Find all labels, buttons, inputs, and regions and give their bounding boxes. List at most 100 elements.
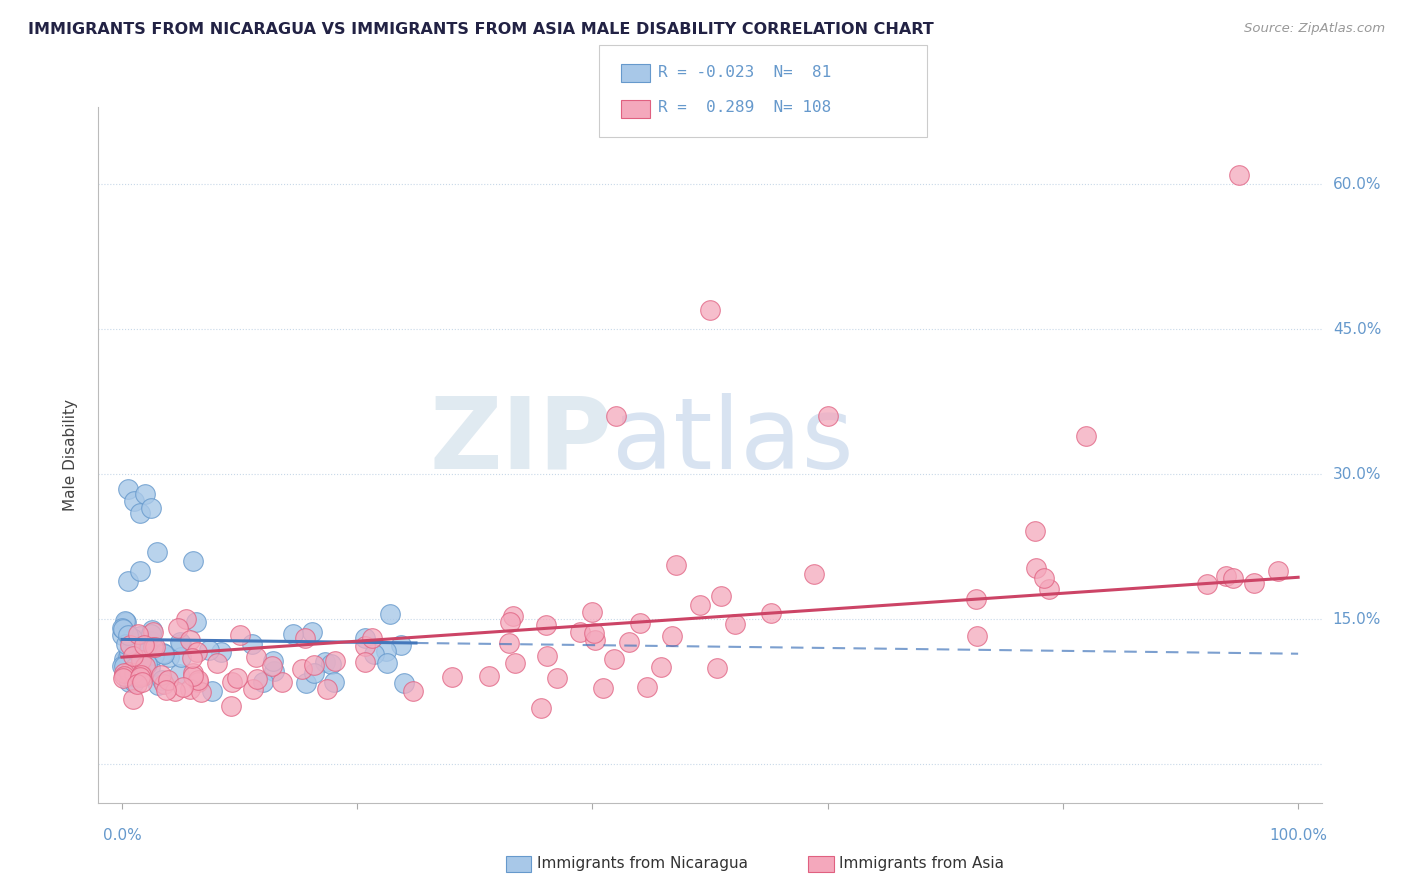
Point bbox=[186, 615, 208, 630]
Point bbox=[172, 680, 194, 694]
Point bbox=[150, 673, 173, 687]
Point bbox=[1222, 571, 1244, 585]
Point bbox=[1215, 569, 1237, 583]
Point bbox=[129, 629, 152, 643]
Point bbox=[360, 631, 382, 645]
Point bbox=[392, 676, 415, 690]
Point bbox=[114, 614, 136, 628]
Point bbox=[290, 662, 312, 676]
Point bbox=[129, 632, 152, 647]
Point bbox=[127, 627, 149, 641]
Point bbox=[262, 654, 284, 668]
Point bbox=[665, 558, 688, 572]
Point bbox=[141, 623, 163, 637]
Point bbox=[148, 677, 170, 691]
Point bbox=[129, 657, 152, 671]
Text: Immigrants from Asia: Immigrants from Asia bbox=[839, 856, 1004, 871]
Point bbox=[141, 640, 163, 654]
Text: Source: ZipAtlas.com: Source: ZipAtlas.com bbox=[1244, 22, 1385, 36]
Point bbox=[617, 635, 640, 649]
Text: Immigrants from Nicaragua: Immigrants from Nicaragua bbox=[537, 856, 748, 871]
Text: R =  0.289  N= 108: R = 0.289 N= 108 bbox=[658, 101, 831, 115]
Text: 60.0%: 60.0% bbox=[1333, 177, 1381, 192]
Point bbox=[661, 629, 683, 643]
Point bbox=[1227, 168, 1250, 182]
Point bbox=[115, 637, 138, 651]
Point bbox=[129, 670, 152, 684]
Point bbox=[375, 657, 398, 671]
Point bbox=[112, 659, 135, 673]
Point bbox=[689, 599, 711, 613]
Point bbox=[245, 650, 267, 665]
Point bbox=[499, 615, 522, 629]
Point bbox=[190, 685, 212, 699]
Point bbox=[127, 669, 149, 683]
Point bbox=[111, 671, 134, 685]
Point bbox=[141, 634, 163, 648]
Text: 30.0%: 30.0% bbox=[1333, 467, 1381, 482]
Point bbox=[132, 638, 155, 652]
Point bbox=[183, 665, 205, 680]
Point bbox=[111, 622, 134, 636]
Point bbox=[536, 648, 558, 663]
Point bbox=[402, 684, 425, 698]
Point bbox=[226, 671, 249, 685]
Point bbox=[263, 664, 285, 678]
Point bbox=[134, 649, 156, 664]
Point bbox=[131, 675, 153, 690]
Point bbox=[724, 617, 747, 632]
Point bbox=[135, 647, 157, 661]
Text: ZIP: ZIP bbox=[429, 392, 612, 490]
Point bbox=[966, 629, 988, 643]
Point bbox=[142, 648, 165, 663]
Point bbox=[378, 607, 401, 622]
Text: atlas: atlas bbox=[612, 392, 853, 490]
Point bbox=[152, 647, 174, 661]
Point bbox=[197, 643, 219, 657]
Point bbox=[150, 668, 173, 682]
Point bbox=[183, 669, 205, 683]
Point bbox=[252, 675, 274, 690]
Point bbox=[534, 617, 557, 632]
Point bbox=[569, 624, 592, 639]
Point bbox=[270, 674, 292, 689]
Point bbox=[187, 673, 209, 687]
Point bbox=[221, 675, 243, 690]
Point bbox=[375, 644, 398, 658]
Point bbox=[122, 665, 145, 680]
Point bbox=[319, 657, 342, 672]
Point bbox=[153, 647, 176, 661]
Point bbox=[186, 674, 208, 689]
Point bbox=[583, 633, 606, 648]
Point bbox=[118, 645, 141, 659]
Point bbox=[112, 668, 135, 682]
Point bbox=[111, 621, 134, 635]
Point bbox=[209, 645, 232, 659]
Point bbox=[135, 643, 157, 657]
Point bbox=[111, 658, 134, 673]
Point bbox=[128, 564, 150, 578]
Point bbox=[478, 669, 501, 683]
Point bbox=[179, 681, 201, 696]
Point bbox=[240, 637, 263, 651]
Y-axis label: Male Disability: Male Disability bbox=[63, 399, 77, 511]
Point bbox=[134, 486, 156, 500]
Point bbox=[294, 632, 316, 646]
Point bbox=[530, 701, 553, 715]
Point bbox=[502, 609, 524, 624]
Point bbox=[229, 628, 252, 642]
Text: 45.0%: 45.0% bbox=[1333, 322, 1381, 337]
Point bbox=[157, 649, 180, 664]
Text: IMMIGRANTS FROM NICARAGUA VS IMMIGRANTS FROM ASIA MALE DISABILITY CORRELATION CH: IMMIGRANTS FROM NICARAGUA VS IMMIGRANTS … bbox=[28, 22, 934, 37]
Point bbox=[132, 669, 155, 683]
Point bbox=[546, 671, 568, 685]
Point bbox=[281, 627, 304, 641]
Point bbox=[117, 482, 139, 496]
Point bbox=[965, 591, 987, 606]
Point bbox=[304, 657, 326, 672]
Point bbox=[115, 652, 138, 666]
Point bbox=[706, 661, 728, 675]
Point bbox=[295, 676, 318, 690]
Point bbox=[759, 606, 782, 620]
Point bbox=[389, 638, 412, 652]
